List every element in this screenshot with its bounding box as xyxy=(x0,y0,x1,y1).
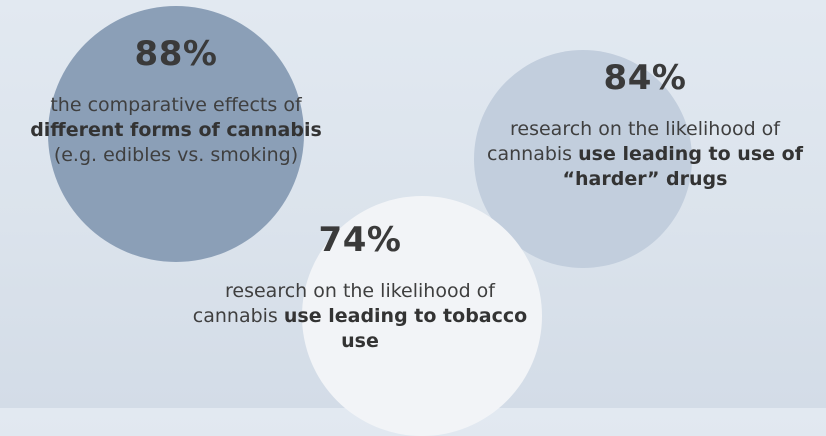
bubble-84 xyxy=(474,50,692,268)
description-pre: the comparative effects of xyxy=(50,94,302,117)
description: research on the likelihood of cannabis u… xyxy=(192,279,528,354)
stat-item-74: 74% research on the likelihood of cannab… xyxy=(192,220,528,354)
description-post: (e.g. edibles vs. smoking) xyxy=(53,144,299,167)
description-pre: research on the likelihood of cannabis xyxy=(487,118,780,166)
value-label: 84% xyxy=(603,58,687,98)
value-label: 88% xyxy=(134,34,218,74)
bubble-88 xyxy=(48,6,304,262)
description-bold: different forms of cannabis xyxy=(30,119,322,142)
description-pre: research on the likelihood of cannabis xyxy=(192,280,495,328)
description: the comparative effects of different for… xyxy=(6,93,346,168)
bubble-74 xyxy=(302,196,542,436)
description-bold: use leading to tobacco use xyxy=(283,305,528,353)
stat-item-88: 88% the comparative effects of different… xyxy=(6,34,346,168)
description-bold: use leading to use of “harder” drugs xyxy=(562,143,803,191)
stat-item-84: 84% research on the likelihood of cannab… xyxy=(468,58,822,192)
description: research on the likelihood of cannabis u… xyxy=(468,117,822,192)
value-label: 74% xyxy=(318,220,402,260)
